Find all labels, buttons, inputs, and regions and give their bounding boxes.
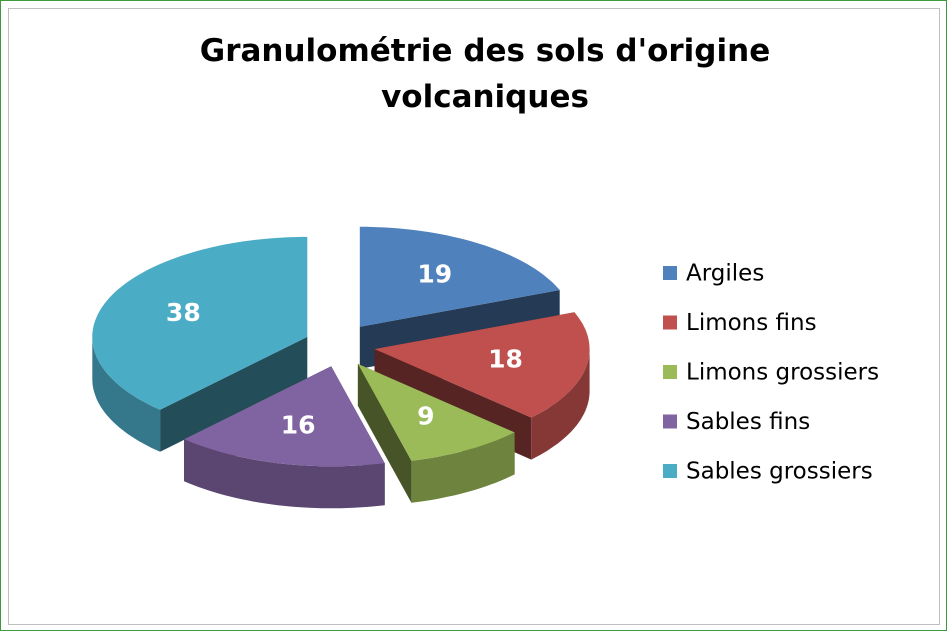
slice-cut-face (160, 336, 308, 452)
chart-title: Granulométrie des sols d'origine volcani… (199, 33, 771, 115)
slice (184, 366, 385, 467)
legend-swatch (663, 464, 677, 478)
slice-side (531, 349, 590, 460)
slice (357, 363, 515, 461)
slice (92, 236, 308, 410)
legend-label: Sables fins (686, 409, 810, 435)
slice-side (411, 432, 515, 503)
legend-label: Limons fins (686, 310, 817, 336)
slice-side (92, 336, 161, 452)
data-label: 18 (488, 345, 523, 374)
legend-swatch (663, 365, 677, 379)
slice (374, 312, 590, 418)
legend-label: Sables grossiers (686, 459, 873, 485)
data-label: 38 (166, 298, 201, 327)
slice-side (184, 439, 385, 509)
legend-swatch (663, 315, 677, 330)
slice (359, 226, 560, 327)
legend-swatch (663, 266, 677, 280)
chart-area (8, 8, 940, 625)
data-label: 16 (281, 410, 316, 439)
legend-label: Limons grossiers (686, 360, 879, 386)
slice: 9 (357, 363, 515, 503)
data-label: 9 (417, 401, 434, 430)
legend-swatch (663, 414, 677, 429)
slice-cut-face (357, 363, 412, 503)
data-label: 19 (417, 260, 452, 289)
legend-label: Argiles (686, 261, 764, 287)
slice: 38 (92, 236, 308, 452)
slice: 16 (184, 366, 385, 509)
